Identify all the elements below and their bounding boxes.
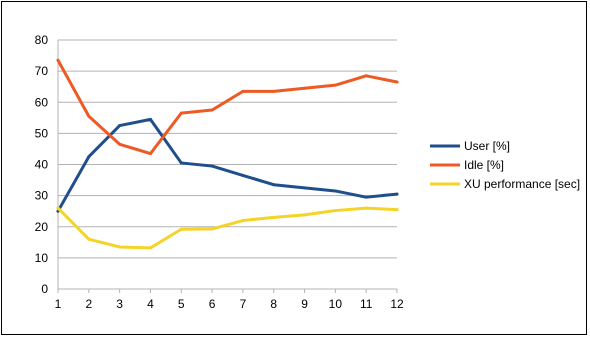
y-tick-label: 30 [35, 189, 49, 203]
x-tick-label: 8 [270, 297, 277, 311]
data-point [210, 108, 214, 112]
x-tick-label: 4 [147, 297, 154, 311]
x-tick-label: 9 [301, 297, 308, 311]
data-point [303, 213, 307, 217]
legend-label-2: XU performance [sec] [464, 177, 580, 191]
data-point [118, 124, 122, 128]
data-point [148, 152, 152, 156]
data-point [148, 117, 152, 121]
data-point [87, 114, 91, 118]
data-point [364, 74, 368, 78]
data-point [210, 164, 214, 168]
data-point [118, 142, 122, 146]
x-tick-label: 12 [390, 297, 404, 311]
x-tick-label: 7 [240, 297, 247, 311]
x-tick-label: 1 [55, 297, 62, 311]
y-tick-label: 10 [35, 251, 49, 265]
data-point [87, 237, 91, 241]
legend-label-1: Idle [%] [464, 158, 504, 172]
data-point [179, 161, 183, 165]
x-tick-label: 10 [329, 297, 343, 311]
x-tick-label: 5 [178, 297, 185, 311]
data-point [333, 189, 337, 193]
legend: User [%] Idle [%] XU performance [sec] [430, 139, 580, 191]
data-point [241, 89, 245, 93]
data-point [272, 89, 276, 93]
data-point [364, 206, 368, 210]
y-tick-label: 80 [35, 33, 49, 47]
data-point [303, 186, 307, 190]
data-point [148, 246, 152, 250]
y-tick-label: 20 [35, 220, 49, 234]
data-point [179, 111, 183, 115]
data-point [272, 183, 276, 187]
data-point [56, 58, 60, 62]
x-tick-label: 11 [360, 297, 373, 311]
data-point [333, 83, 337, 87]
gridlines [58, 39, 397, 290]
y-tick-label: 40 [35, 158, 49, 172]
data-point [56, 206, 60, 210]
data-point [179, 227, 183, 231]
x-tick-label: 2 [85, 297, 92, 311]
data-point [333, 209, 337, 213]
series-lines [56, 58, 399, 250]
data-point [118, 245, 122, 249]
data-point [395, 208, 399, 212]
y-tick-label: 60 [35, 95, 49, 109]
y-tick-label: 70 [35, 64, 49, 78]
axes [57, 40, 397, 290]
y-tick-label: 50 [35, 126, 49, 140]
series-line-0 [56, 117, 399, 213]
x-tick-label: 3 [116, 297, 123, 311]
data-point [241, 219, 245, 223]
series-line-2 [56, 206, 399, 250]
legend-label-0: User [%] [464, 139, 510, 153]
data-point [395, 80, 399, 84]
y-tick-label: 0 [41, 282, 48, 296]
data-point [272, 215, 276, 219]
data-point [364, 195, 368, 199]
x-tick-label: 6 [209, 297, 216, 311]
data-point [87, 155, 91, 159]
y-axis-ticks: 0 10 20 30 40 50 60 70 80 [35, 33, 49, 296]
series-line-1 [56, 58, 399, 156]
data-point [241, 173, 245, 177]
data-point [210, 227, 214, 231]
data-point [395, 192, 399, 196]
data-point [303, 86, 307, 90]
x-axis-ticks: 1 2 3 4 5 6 7 8 9 10 11 12 [55, 289, 404, 311]
